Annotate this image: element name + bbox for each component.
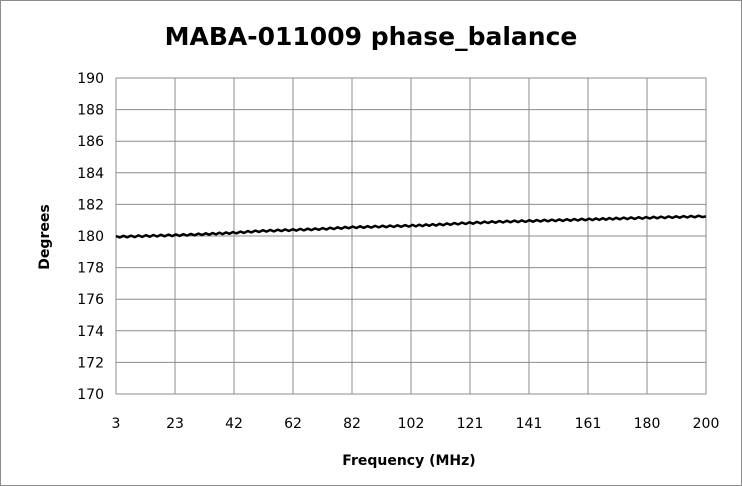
y-tick-label: 182	[77, 197, 104, 213]
x-tick-label: 102	[398, 416, 425, 432]
x-tick-label: 3	[112, 416, 121, 432]
x-tick-label: 180	[634, 416, 661, 432]
y-tick-label: 180	[77, 229, 104, 245]
x-tick-label: 82	[343, 416, 361, 432]
chart-title: MABA-011009 phase_balance	[164, 22, 578, 51]
series-line	[115, 214, 707, 239]
x-tick-label: 62	[284, 416, 302, 432]
x-tick-label: 121	[457, 416, 484, 432]
y-tick-label: 176	[77, 292, 104, 308]
x-tick-label: 23	[166, 416, 184, 432]
x-tick-labels: 3 23 42 62 82 102 121 141 161 180 200	[112, 416, 720, 432]
x-tick-label: 161	[575, 416, 602, 432]
x-tick-label: 141	[516, 416, 543, 432]
x-axis-label: Frequency (MHz)	[342, 453, 476, 469]
y-tick-label: 172	[77, 355, 104, 371]
x-tick-label: 42	[225, 416, 243, 432]
x-tick-label: 200	[693, 416, 720, 432]
y-tick-label: 186	[77, 134, 104, 150]
y-tick-label: 178	[77, 261, 104, 277]
data-series	[115, 214, 707, 239]
y-tick-label: 184	[77, 166, 104, 182]
y-tick-label: 170	[77, 387, 104, 403]
y-tick-labels: 170 172 174 176 178 180 182 184 186 188 190	[77, 71, 104, 403]
y-tick-label: 188	[77, 103, 104, 119]
y-tick-label: 190	[77, 71, 104, 87]
y-tick-label: 174	[77, 324, 104, 340]
grid-lines	[115, 77, 707, 395]
